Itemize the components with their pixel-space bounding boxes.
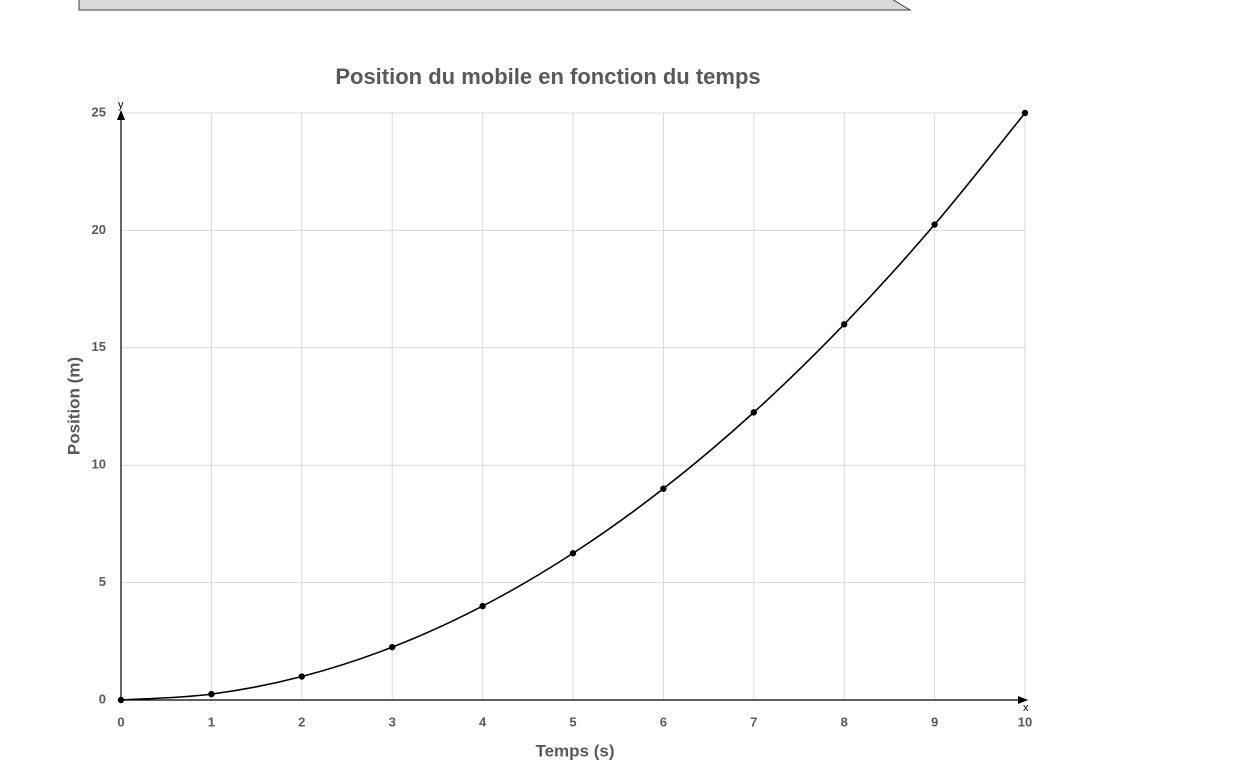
- x-tick-label: 10: [1018, 714, 1032, 729]
- x-tick-label: 8: [841, 714, 848, 729]
- x-tick-label: 6: [660, 714, 667, 729]
- point: [1021, 109, 1029, 117]
- y-tick-label: 0: [99, 691, 106, 706]
- x-axis-symbol: x: [1023, 702, 1029, 714]
- x-tick-label: 7: [750, 714, 757, 729]
- point: [569, 550, 577, 557]
- curve: [120, 112, 1026, 701]
- x-tick-label: 4: [479, 714, 487, 729]
- point: [931, 221, 938, 228]
- y-tick-label: 25: [92, 104, 106, 119]
- point: [298, 673, 305, 680]
- x-tick-label: 3: [389, 714, 396, 729]
- y-tick-label: 15: [92, 339, 106, 354]
- x-tick-label: 1: [208, 714, 215, 729]
- y-tick-label: 5: [99, 574, 106, 589]
- point: [389, 643, 396, 651]
- point: [479, 602, 486, 610]
- y-axis-symbol: y: [118, 99, 124, 111]
- x-tick-label: 2: [298, 714, 305, 729]
- x-axis-label: Temps (s): [535, 741, 614, 760]
- point: [660, 485, 667, 492]
- chart-title: Position du mobile en fonction du temps: [335, 64, 760, 89]
- y-axis-label: Position (m): [64, 357, 83, 455]
- point: [841, 321, 848, 328]
- point: [750, 409, 757, 416]
- x-tick-label: 0: [117, 714, 124, 729]
- top-banner: [78, 0, 912, 11]
- point: [117, 696, 125, 704]
- y-tick-label: 10: [92, 457, 106, 472]
- x-tick-label: 5: [569, 714, 576, 729]
- x-tick-label: 9: [931, 714, 938, 729]
- y-tick-label: 20: [92, 222, 106, 237]
- point: [208, 690, 215, 698]
